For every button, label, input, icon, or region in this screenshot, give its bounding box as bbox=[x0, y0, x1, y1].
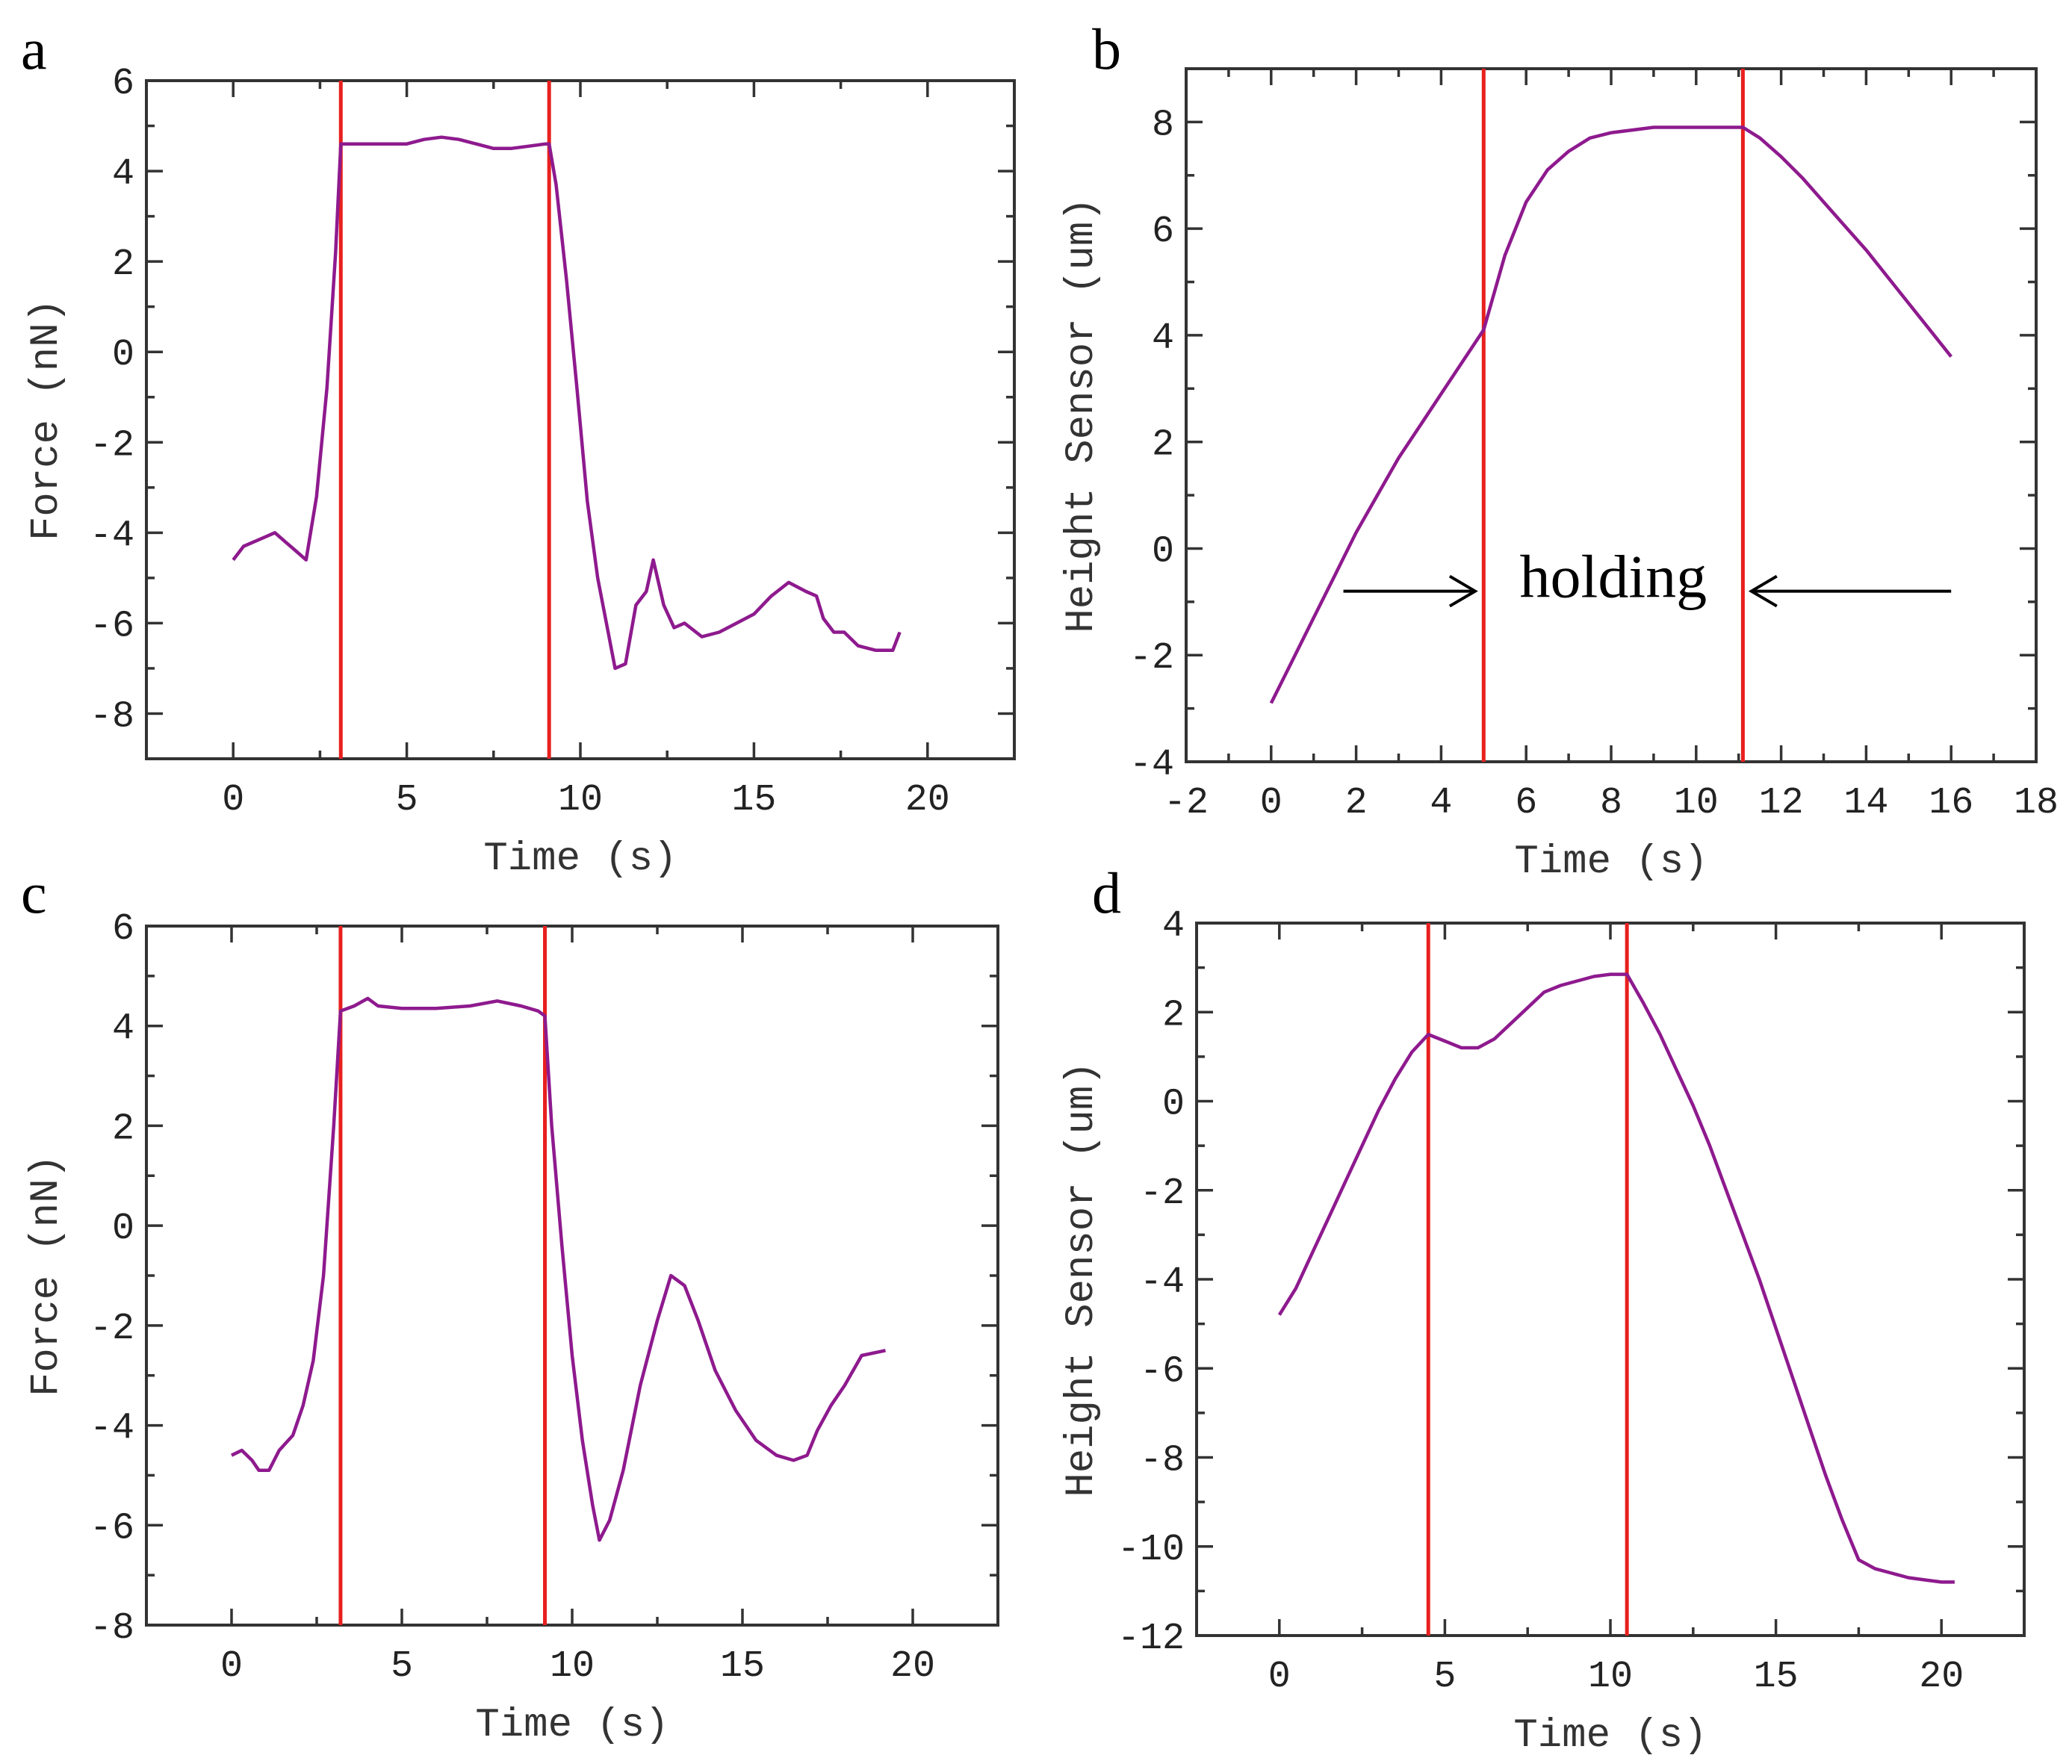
x-tick-label: 10 bbox=[558, 779, 603, 822]
y-tick-label: 2 bbox=[1152, 424, 1174, 467]
x-tick-label: 8 bbox=[1600, 782, 1622, 824]
x-tick-label: 12 bbox=[1759, 782, 1804, 824]
y-tick-label: 4 bbox=[1152, 317, 1174, 360]
x-tick-label: 16 bbox=[1929, 782, 1973, 824]
y-tick-label: 4 bbox=[112, 1008, 134, 1051]
y-tick-label: -8 bbox=[90, 695, 134, 738]
y-axis-title: Force (nN) bbox=[24, 1155, 69, 1397]
y-axis-title: Force (nN) bbox=[24, 299, 69, 541]
x-tick-label: 20 bbox=[905, 779, 950, 822]
panel-letter: a bbox=[21, 16, 47, 81]
x-tick-label: 0 bbox=[222, 779, 244, 822]
x-tick-label: 15 bbox=[731, 779, 776, 822]
y-tick-label: -4 bbox=[1129, 744, 1174, 786]
y-tick-label: 4 bbox=[1162, 905, 1185, 948]
panel-d: d 0 5 10 15 20 -12 -10 -8 -6 -4 -2 0 2 4 Time (s) Heigh… bbox=[1059, 860, 2026, 1759]
y-tick-label: 8 bbox=[1152, 104, 1174, 146]
x-tick-label: 18 bbox=[2014, 782, 2059, 824]
y-tick-label: 2 bbox=[112, 243, 134, 286]
x-tick-label: 15 bbox=[1754, 1656, 1799, 1698]
panel-letter: d bbox=[1092, 860, 1121, 925]
x-axis-title: Time (s) bbox=[475, 1703, 669, 1748]
y-tick-label: -2 bbox=[90, 1308, 134, 1350]
x-axis-title: Time (s) bbox=[1513, 1713, 1707, 1759]
data-line bbox=[231, 996, 886, 1542]
panel-letter: b bbox=[1092, 16, 1121, 81]
x-tick-label: 2 bbox=[1345, 782, 1368, 824]
panel-c: c 0 5 10 15 20 -8 -6 -4 -2 0 2 4 6 Time (s) Force (nN) bbox=[21, 860, 999, 1748]
y-tick-label: -12 bbox=[1117, 1618, 1185, 1660]
y-tick-label: 0 bbox=[112, 334, 134, 376]
y-axis-title: Height Sensor (um) bbox=[1059, 1061, 1105, 1497]
x-tick-label: 10 bbox=[1674, 782, 1719, 824]
y-tick-label: 6 bbox=[112, 908, 134, 951]
x-tick-label: 20 bbox=[1919, 1656, 1964, 1698]
panel-a: a 0 5 10 15 20 -8 -6 -4 -2 0 2 4 6 Time (s) Force (nN) bbox=[21, 16, 1016, 882]
data-line bbox=[232, 135, 902, 671]
plot-frame bbox=[145, 925, 999, 1627]
y-tick-label: -4 bbox=[1140, 1261, 1185, 1304]
x-tick-label: 5 bbox=[391, 1645, 413, 1688]
y-tick-label: 2 bbox=[1162, 994, 1185, 1037]
x-tick-label: -2 bbox=[1164, 782, 1209, 824]
y-tick-label: 0 bbox=[1152, 530, 1174, 573]
x-tick-label: 4 bbox=[1430, 782, 1452, 824]
y-tick-label: 4 bbox=[112, 153, 134, 196]
data-line bbox=[1277, 972, 1955, 1584]
x-tick-label: 10 bbox=[1588, 1656, 1633, 1698]
x-tick-label: 5 bbox=[1433, 1656, 1456, 1698]
y-tick-label: 6 bbox=[112, 63, 134, 105]
x-tick-label: 20 bbox=[890, 1645, 935, 1688]
left-arrow-head bbox=[1448, 574, 1478, 608]
x-axis-title: Time (s) bbox=[483, 836, 677, 882]
x-tick-label: 15 bbox=[720, 1645, 765, 1688]
y-tick-label: 0 bbox=[112, 1208, 134, 1250]
y-tick-label: 2 bbox=[112, 1108, 134, 1150]
y-tick-label: -4 bbox=[90, 515, 134, 557]
x-tick-label: 6 bbox=[1515, 782, 1537, 824]
panel-letter: c bbox=[21, 860, 47, 925]
y-tick-label: -2 bbox=[1129, 637, 1174, 680]
data-line bbox=[1269, 125, 1952, 704]
plot-frame bbox=[1195, 922, 2026, 1637]
y-tick-label: -8 bbox=[1140, 1440, 1185, 1482]
x-tick-label: 0 bbox=[1268, 1656, 1291, 1698]
y-tick-label: -2 bbox=[90, 424, 134, 467]
y-axis-title: Height Sensor (um) bbox=[1059, 197, 1105, 633]
y-tick-label: 0 bbox=[1162, 1084, 1185, 1126]
y-tick-label: -4 bbox=[90, 1408, 134, 1450]
x-tick-label: 0 bbox=[1260, 782, 1282, 824]
x-tick-label: 0 bbox=[220, 1645, 243, 1688]
y-tick-label: -10 bbox=[1117, 1529, 1185, 1571]
x-axis-title: Time (s) bbox=[1514, 839, 1707, 885]
x-tick-label: 5 bbox=[396, 779, 418, 822]
y-tick-label: -6 bbox=[90, 1507, 134, 1550]
y-tick-label: -6 bbox=[90, 605, 134, 647]
y-tick-label: -8 bbox=[90, 1607, 134, 1650]
y-tick-label: -6 bbox=[1140, 1350, 1185, 1393]
right-arrow-head bbox=[1748, 574, 1778, 608]
holding-annotation: holding bbox=[1520, 543, 1707, 611]
plot-frame bbox=[1185, 67, 2038, 763]
y-tick-label: -2 bbox=[1140, 1173, 1185, 1215]
x-tick-label: 14 bbox=[1843, 782, 1888, 824]
y-tick-label: 6 bbox=[1152, 211, 1174, 253]
x-tick-label: 10 bbox=[550, 1645, 595, 1688]
